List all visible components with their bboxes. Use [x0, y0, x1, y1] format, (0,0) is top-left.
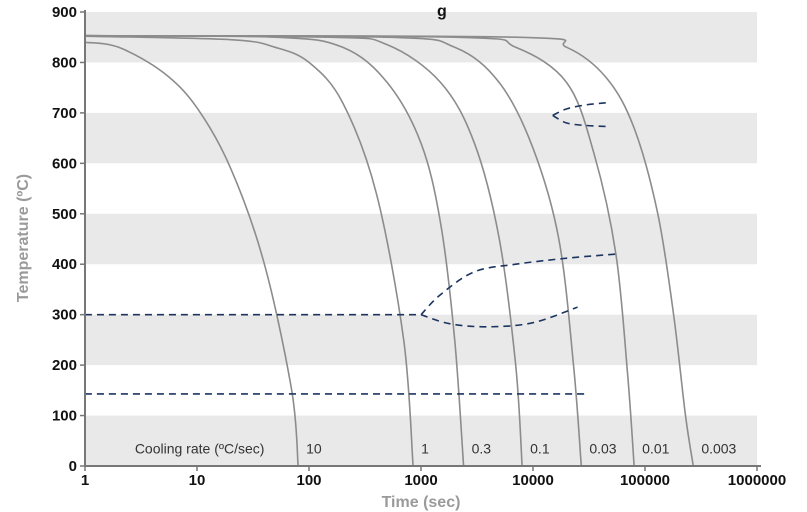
cooling-rate-labels: Cooling rate (ºC/sec) 10 1 0.3 0.1 0.03 0.01 0.… [135, 440, 737, 456]
transformation-curves [84, 102, 616, 395]
grid-band [85, 213, 757, 265]
cooling-rate-label-10: 10 [306, 440, 322, 456]
y-tick-label: 100 [52, 408, 77, 425]
x-tick-label: 10000 [512, 472, 554, 489]
grid-bands [85, 12, 757, 466]
transformation-curve-1 [552, 102, 607, 117]
cooling-rate-label-0.1: 0.1 [530, 440, 550, 456]
y-tick-label: 400 [52, 256, 77, 273]
x-tick-label: 10 [189, 472, 206, 489]
cooling-rate-label-0.003: 0.003 [701, 440, 736, 456]
cooling-rate-label-0.01: 0.01 [642, 440, 669, 456]
cooling-rate-label-1: 1 [421, 440, 429, 456]
cooling-curve-0.003 [84, 34, 695, 467]
y-tick-label: 700 [52, 105, 77, 122]
grid-band [85, 112, 757, 164]
cooling-rate-label-0.3: 0.3 [472, 440, 492, 456]
x-tick-label: 1000000 [728, 472, 786, 489]
x-tick-label: 100 [296, 472, 321, 489]
cooling-curve-10 [84, 41, 299, 467]
cooling-curve-1 [84, 35, 414, 467]
cooling-rate-label-0.03: 0.03 [589, 440, 616, 456]
transformation-curve-4 [420, 253, 616, 316]
cooling-rate-caption: Cooling rate (ºC/sec) [135, 440, 265, 456]
x-tick-label: 100000 [620, 472, 670, 489]
y-tick-label: 600 [52, 155, 77, 172]
y-tick-label: 300 [52, 307, 77, 324]
x-tick-label: 1000 [404, 472, 437, 489]
y-tick-label: 500 [52, 206, 77, 223]
transformation-curve-2 [552, 114, 607, 128]
y-tick-label: 200 [52, 357, 77, 374]
x-axis-title: Time (sec) [382, 494, 461, 511]
grid-band [85, 415, 757, 466]
chart-title: g [437, 3, 447, 20]
cooling-curves [84, 34, 695, 467]
x-tick-label: 1 [81, 472, 89, 489]
y-tick-label: 800 [52, 54, 77, 71]
y-tick-label: 0 [69, 458, 77, 475]
grid-band [85, 314, 757, 366]
y-axis-title: Temperature (ºC) [15, 174, 32, 302]
y-tick-label: 900 [52, 4, 77, 21]
